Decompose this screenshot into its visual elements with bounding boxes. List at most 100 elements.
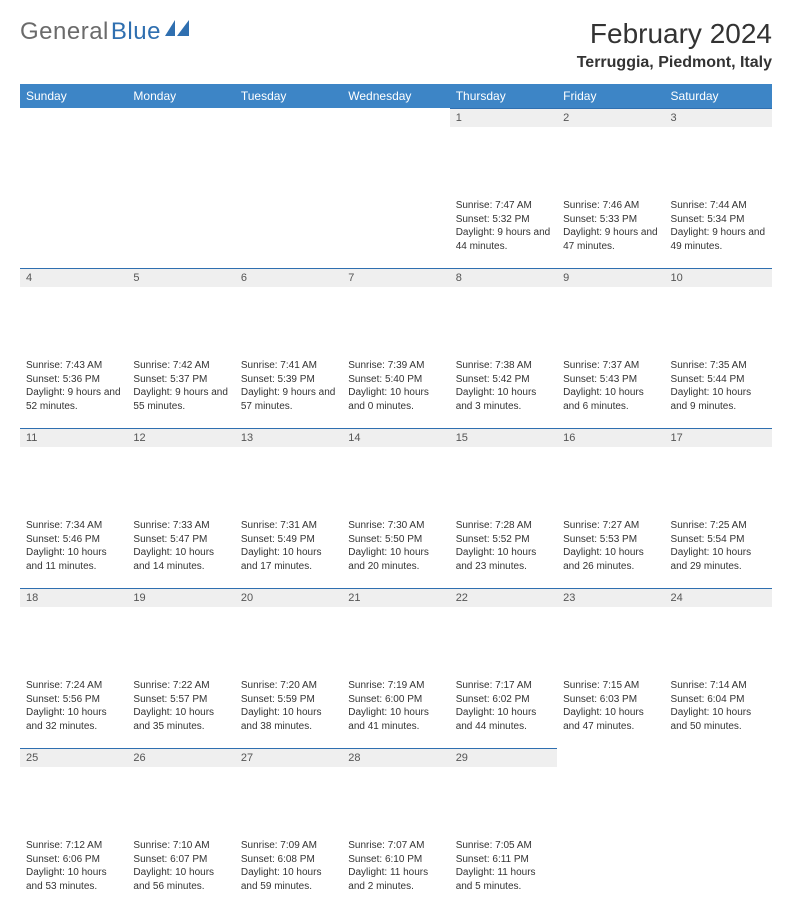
daylight-text: Daylight: 10 hours and 26 minutes. xyxy=(563,546,658,573)
daylight-text: Daylight: 9 hours and 55 minutes. xyxy=(133,386,228,413)
day-number: 24 xyxy=(665,588,772,607)
day-cell-body: Sunrise: 7:44 AMSunset: 5:34 PMDaylight:… xyxy=(665,196,772,259)
day-cell-body: Sunrise: 7:34 AMSunset: 5:46 PMDaylight:… xyxy=(20,516,127,579)
day-cell: Sunrise: 7:15 AMSunset: 6:03 PMDaylight:… xyxy=(557,676,664,748)
day-cell-body: Sunrise: 7:20 AMSunset: 5:59 PMDaylight:… xyxy=(235,676,342,739)
day-cell-body: Sunrise: 7:33 AMSunset: 5:47 PMDaylight:… xyxy=(127,516,234,579)
day-number-cell xyxy=(127,108,234,196)
day-number-cell: 9 xyxy=(557,268,664,356)
day-cell xyxy=(342,196,449,268)
day-cell: Sunrise: 7:20 AMSunset: 5:59 PMDaylight:… xyxy=(235,676,342,748)
day-number-cell: 15 xyxy=(450,428,557,516)
day-number-cell xyxy=(665,748,772,836)
daylight-text: Daylight: 10 hours and 9 minutes. xyxy=(671,386,766,413)
week-body-row: Sunrise: 7:24 AMSunset: 5:56 PMDaylight:… xyxy=(20,676,772,748)
sunrise-text: Sunrise: 7:17 AM xyxy=(456,679,551,693)
weekday-header: Thursday xyxy=(450,84,557,108)
day-number-cell: 28 xyxy=(342,748,449,836)
day-cell-body: Sunrise: 7:30 AMSunset: 5:50 PMDaylight:… xyxy=(342,516,449,579)
sunrise-text: Sunrise: 7:31 AM xyxy=(241,519,336,533)
daylight-text: Daylight: 10 hours and 41 minutes. xyxy=(348,706,443,733)
sunset-text: Sunset: 5:39 PM xyxy=(241,373,336,387)
day-number-cell: 22 xyxy=(450,588,557,676)
sunrise-text: Sunrise: 7:27 AM xyxy=(563,519,658,533)
day-number-cell: 3 xyxy=(665,108,772,196)
day-number: 17 xyxy=(665,428,772,447)
daylight-text: Daylight: 10 hours and 17 minutes. xyxy=(241,546,336,573)
daylight-text: Daylight: 10 hours and 38 minutes. xyxy=(241,706,336,733)
location: Terruggia, Piedmont, Italy xyxy=(577,54,772,72)
week-body-row: Sunrise: 7:47 AMSunset: 5:32 PMDaylight:… xyxy=(20,196,772,268)
logo-text-general: General xyxy=(20,18,109,46)
day-number: 12 xyxy=(127,428,234,447)
weekday-header: Saturday xyxy=(665,84,772,108)
day-number: 7 xyxy=(342,268,449,287)
sunset-text: Sunset: 5:32 PM xyxy=(456,213,551,227)
day-cell-body: Sunrise: 7:09 AMSunset: 6:08 PMDaylight:… xyxy=(235,836,342,899)
day-number-cell: 2 xyxy=(557,108,664,196)
day-cell: Sunrise: 7:28 AMSunset: 5:52 PMDaylight:… xyxy=(450,516,557,588)
day-number-cell: 16 xyxy=(557,428,664,516)
daylight-text: Daylight: 10 hours and 53 minutes. xyxy=(26,866,121,893)
day-cell xyxy=(665,836,772,908)
header: GeneralBlue February 2024 Terruggia, Pie… xyxy=(20,18,772,72)
sunrise-text: Sunrise: 7:41 AM xyxy=(241,359,336,373)
day-number: 22 xyxy=(450,588,557,607)
day-cell xyxy=(127,196,234,268)
week-daynum-row: 11121314151617 xyxy=(20,428,772,516)
sunrise-text: Sunrise: 7:37 AM xyxy=(563,359,658,373)
day-cell: Sunrise: 7:22 AMSunset: 5:57 PMDaylight:… xyxy=(127,676,234,748)
day-number: 5 xyxy=(127,268,234,287)
day-number: 20 xyxy=(235,588,342,607)
daylight-text: Daylight: 10 hours and 50 minutes. xyxy=(671,706,766,733)
day-number: 9 xyxy=(557,268,664,287)
logo-sail-icon xyxy=(165,20,189,36)
sunrise-text: Sunrise: 7:15 AM xyxy=(563,679,658,693)
day-number-cell: 13 xyxy=(235,428,342,516)
day-number: 23 xyxy=(557,588,664,607)
day-cell xyxy=(557,836,664,908)
day-number: 29 xyxy=(450,748,557,767)
sunset-text: Sunset: 5:57 PM xyxy=(133,693,228,707)
day-number-cell: 20 xyxy=(235,588,342,676)
daylight-text: Daylight: 11 hours and 5 minutes. xyxy=(456,866,551,893)
daylight-text: Daylight: 10 hours and 32 minutes. xyxy=(26,706,121,733)
sunrise-text: Sunrise: 7:44 AM xyxy=(671,199,766,213)
sunset-text: Sunset: 6:03 PM xyxy=(563,693,658,707)
day-number: 2 xyxy=(557,108,664,127)
logo-text-blue: Blue xyxy=(111,18,161,46)
daylight-text: Daylight: 10 hours and 20 minutes. xyxy=(348,546,443,573)
daylight-text: Daylight: 10 hours and 56 minutes. xyxy=(133,866,228,893)
day-number: 15 xyxy=(450,428,557,447)
sunrise-text: Sunrise: 7:05 AM xyxy=(456,839,551,853)
sunset-text: Sunset: 5:47 PM xyxy=(133,533,228,547)
day-cell: Sunrise: 7:43 AMSunset: 5:36 PMDaylight:… xyxy=(20,356,127,428)
day-cell-body: Sunrise: 7:15 AMSunset: 6:03 PMDaylight:… xyxy=(557,676,664,739)
day-number-cell: 12 xyxy=(127,428,234,516)
day-cell-body: Sunrise: 7:05 AMSunset: 6:11 PMDaylight:… xyxy=(450,836,557,899)
day-number: 13 xyxy=(235,428,342,447)
week-daynum-row: 18192021222324 xyxy=(20,588,772,676)
day-cell-body: Sunrise: 7:42 AMSunset: 5:37 PMDaylight:… xyxy=(127,356,234,419)
day-cell-body: Sunrise: 7:47 AMSunset: 5:32 PMDaylight:… xyxy=(450,196,557,259)
sunrise-text: Sunrise: 7:28 AM xyxy=(456,519,551,533)
daylight-text: Daylight: 11 hours and 2 minutes. xyxy=(348,866,443,893)
daylight-text: Daylight: 10 hours and 11 minutes. xyxy=(26,546,121,573)
day-number: 10 xyxy=(665,268,772,287)
day-number-cell: 17 xyxy=(665,428,772,516)
day-cell: Sunrise: 7:46 AMSunset: 5:33 PMDaylight:… xyxy=(557,196,664,268)
weekday-header: Wednesday xyxy=(342,84,449,108)
day-number-cell: 10 xyxy=(665,268,772,356)
day-cell: Sunrise: 7:41 AMSunset: 5:39 PMDaylight:… xyxy=(235,356,342,428)
day-cell: Sunrise: 7:14 AMSunset: 6:04 PMDaylight:… xyxy=(665,676,772,748)
day-cell-body: Sunrise: 7:35 AMSunset: 5:44 PMDaylight:… xyxy=(665,356,772,419)
day-cell-body: Sunrise: 7:41 AMSunset: 5:39 PMDaylight:… xyxy=(235,356,342,419)
sunrise-text: Sunrise: 7:38 AM xyxy=(456,359,551,373)
day-cell: Sunrise: 7:07 AMSunset: 6:10 PMDaylight:… xyxy=(342,836,449,908)
day-number-cell: 18 xyxy=(20,588,127,676)
day-number: 28 xyxy=(342,748,449,767)
day-cell: Sunrise: 7:37 AMSunset: 5:43 PMDaylight:… xyxy=(557,356,664,428)
day-cell-body: Sunrise: 7:38 AMSunset: 5:42 PMDaylight:… xyxy=(450,356,557,419)
daylight-text: Daylight: 10 hours and 23 minutes. xyxy=(456,546,551,573)
day-cell: Sunrise: 7:33 AMSunset: 5:47 PMDaylight:… xyxy=(127,516,234,588)
